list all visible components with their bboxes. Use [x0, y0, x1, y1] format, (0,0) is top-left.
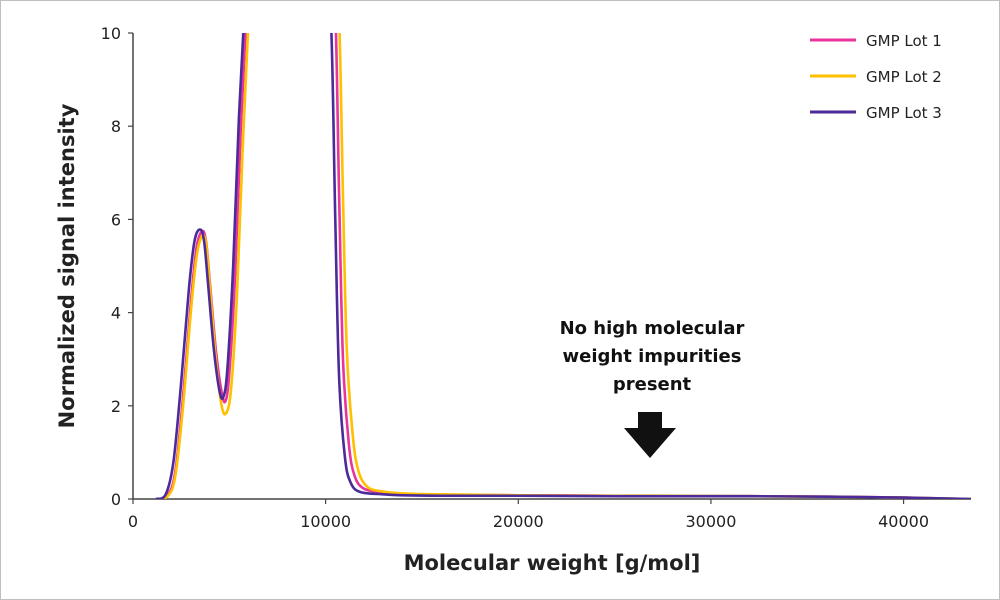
annotation-line-2: weight impurities: [563, 346, 742, 367]
x-tick-label: 40000: [878, 512, 929, 531]
down-arrow-icon: [624, 412, 676, 458]
x-tick-label: 0: [128, 512, 138, 531]
y-axis-title: Normalized signal intensity: [55, 103, 79, 428]
x-axis-title: Molecular weight [g/mol]: [404, 551, 701, 575]
legend: GMP Lot 1 GMP Lot 2 GMP Lot 3: [810, 32, 942, 122]
y-tick-label: 10: [101, 24, 121, 43]
y-tick-label: 2: [111, 397, 121, 416]
annotation-line-3: present: [613, 374, 692, 395]
series-layer: [155, 33, 971, 499]
annotation: No high molecular weight impurities pres…: [560, 318, 745, 458]
legend-label-lot-1: GMP Lot 1: [866, 32, 942, 50]
series-line-lot-3: [155, 33, 971, 499]
y-tick-label: 4: [111, 304, 121, 323]
y-tick-label: 8: [111, 117, 121, 136]
y-tick-label: 6: [111, 210, 121, 229]
x-tick-label: 20000: [493, 512, 544, 531]
x-tick-label: 10000: [300, 512, 351, 531]
legend-label-lot-2: GMP Lot 2: [866, 68, 942, 86]
y-ticks: 0 2 4 6 8 10: [101, 24, 133, 509]
y-tick-label: 0: [111, 490, 121, 509]
x-tick-label: 30000: [685, 512, 736, 531]
annotation-line-1: No high molecular: [560, 318, 745, 339]
legend-label-lot-3: GMP Lot 3: [866, 104, 942, 122]
x-ticks: 0 10000 20000 30000 40000: [128, 499, 929, 531]
